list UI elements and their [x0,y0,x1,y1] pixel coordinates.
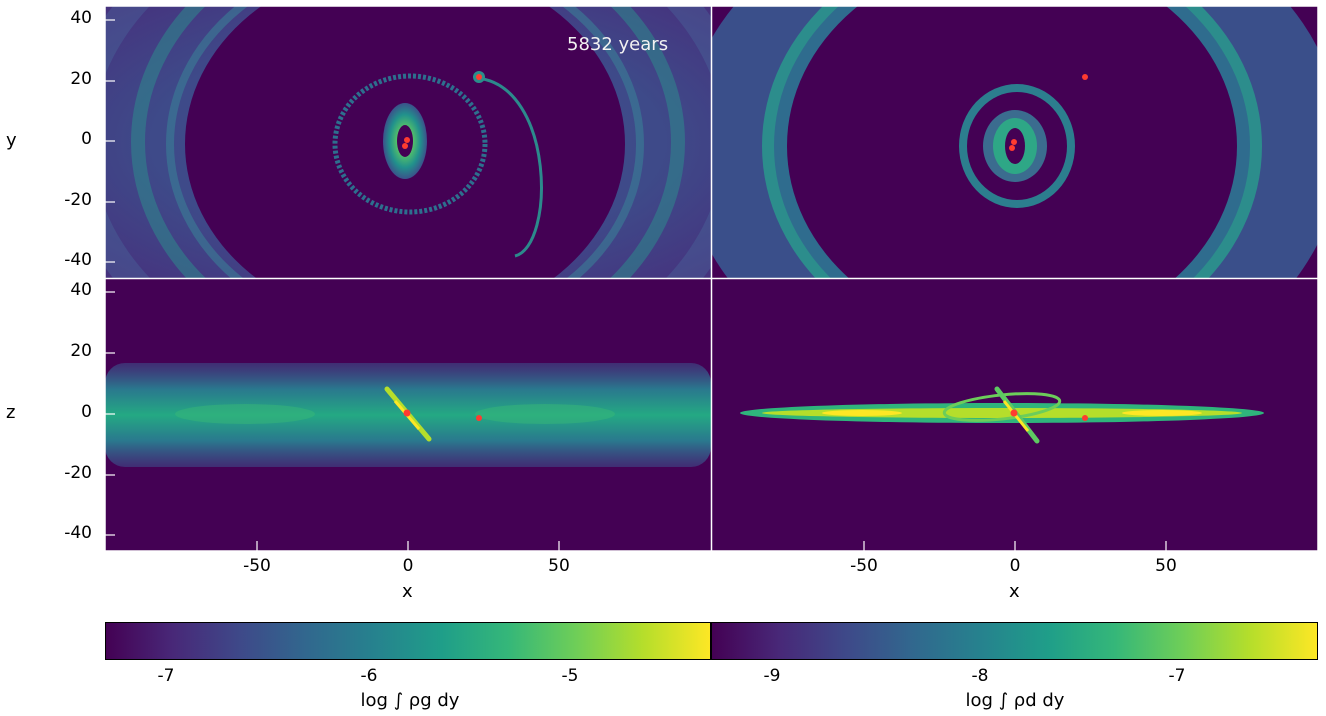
ytick-top-40: 40 [70,8,92,28]
cbar-gas-tick-1: -7 [157,666,175,686]
ytick-bottom-40: 40 [70,280,92,300]
cbar-dust-tick-3: -7 [1168,666,1186,686]
xtick-left-50: 50 [548,556,570,576]
ytick-top-0: 0 [81,129,92,149]
xtick-left-0: 0 [402,556,414,576]
xlabel-right: x [1009,581,1020,602]
panel-dust-edge-on [712,279,1318,551]
ylabel-top: y [6,130,17,151]
star-marker [404,137,410,143]
dust-edge-on-image [712,279,1318,551]
xtick-right-0: 0 [1009,556,1021,576]
ytick-top-neg40: -40 [64,250,92,270]
cbar-dust-tick-1: -9 [763,666,781,686]
ytick-top-20: 20 [70,69,92,89]
xtick-right-50: 50 [1155,556,1177,576]
panel-gas-edge-on [105,279,711,551]
cbar-gas-tick-2: -6 [360,666,378,686]
ytick-top-neg20: -20 [64,190,92,210]
cbar-gas-tick-3: -5 [561,666,579,686]
xtick-left-neg50: -50 [243,556,271,576]
colorbar-gas [105,622,711,660]
panel-gas-face-on: 5832 years [105,6,711,278]
planet-marker [476,74,482,80]
cbar-dust-label: log ∫ ρd dy [965,690,1065,711]
dust-face-on-image [712,6,1318,278]
ytick-bottom-neg20: -20 [64,463,92,483]
time-label: 5832 years [567,34,669,55]
gas-edge-on-image [105,279,711,551]
colorbar-dust [711,622,1318,660]
ytick-bottom-20: 20 [70,341,92,361]
ylabel-bottom: z [6,402,16,423]
panel-dust-face-on [712,6,1318,278]
cbar-gas-label: log ∫ ρg dy [360,690,460,711]
xlabel-left: x [402,581,413,602]
xtick-right-neg50: -50 [850,556,878,576]
ytick-bottom-neg40: -40 [64,523,92,543]
cbar-dust-tick-2: -8 [971,666,989,686]
ytick-bottom-0: 0 [81,402,92,422]
